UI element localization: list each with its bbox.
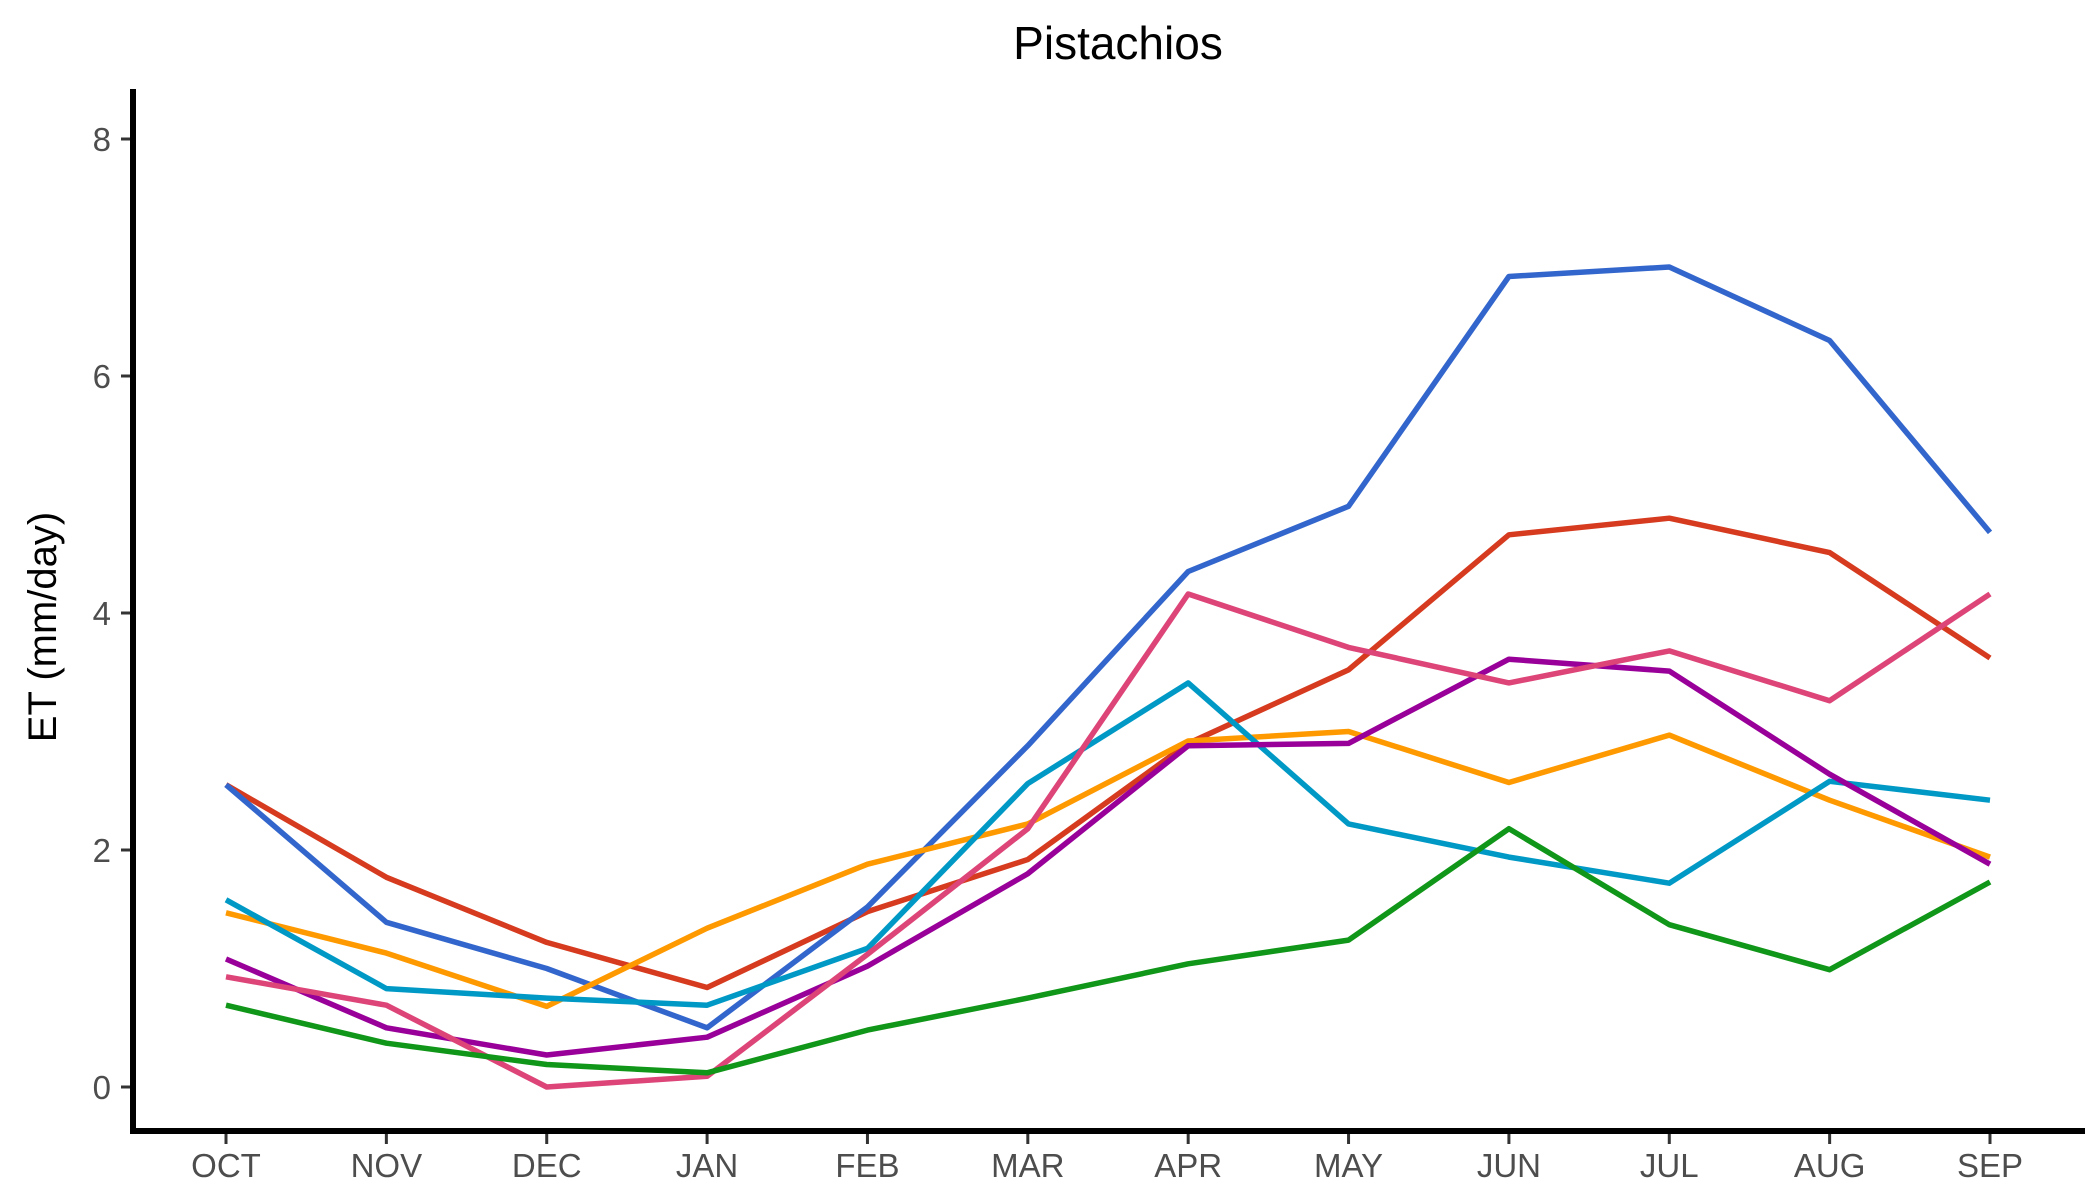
y-tick-label: 4 bbox=[93, 595, 111, 632]
x-axis-ticks: OCT NOV DEC JAN FEB MAR APR MAY JUN JUL AUG SEP bbox=[191, 1134, 2023, 1184]
x-tick-label: NOV bbox=[351, 1147, 423, 1184]
y-axis-label: ET (mm/day) bbox=[21, 512, 65, 742]
x-tick-label: DEC bbox=[512, 1147, 582, 1184]
x-tick-label: SEP bbox=[1957, 1147, 2023, 1184]
x-tick-label: MAY bbox=[1314, 1147, 1383, 1184]
series-line-4 bbox=[224, 680, 1991, 1008]
series-line-1 bbox=[224, 515, 1992, 991]
y-tick-label: 0 bbox=[93, 1069, 111, 1106]
x-tick-label: FEB bbox=[835, 1147, 899, 1184]
x-tick-label: JUN bbox=[1477, 1147, 1541, 1184]
x-tick-label: MAR bbox=[991, 1147, 1064, 1184]
x-tick-label: AUG bbox=[1794, 1147, 1866, 1184]
series-line-6 bbox=[225, 591, 1992, 1090]
x-tick-label: JUL bbox=[1640, 1147, 1699, 1184]
chart-title: Pistachios bbox=[1013, 17, 1223, 69]
x-tick-label: APR bbox=[1154, 1147, 1222, 1184]
series-line-7 bbox=[225, 825, 1992, 1076]
y-tick-label: 6 bbox=[93, 358, 111, 395]
series-line-3 bbox=[225, 728, 1991, 1010]
axes bbox=[130, 89, 2085, 1134]
y-axis-ticks: 0 2 4 6 8 bbox=[93, 121, 130, 1106]
y-tick-label: 2 bbox=[93, 832, 111, 869]
plot-lines bbox=[224, 264, 1993, 1090]
y-tick-label: 8 bbox=[93, 121, 111, 158]
x-tick-label: JAN bbox=[676, 1147, 738, 1184]
series-line-2 bbox=[224, 264, 1993, 1031]
x-tick-label: OCT bbox=[191, 1147, 261, 1184]
series-line-5 bbox=[224, 656, 1992, 1058]
